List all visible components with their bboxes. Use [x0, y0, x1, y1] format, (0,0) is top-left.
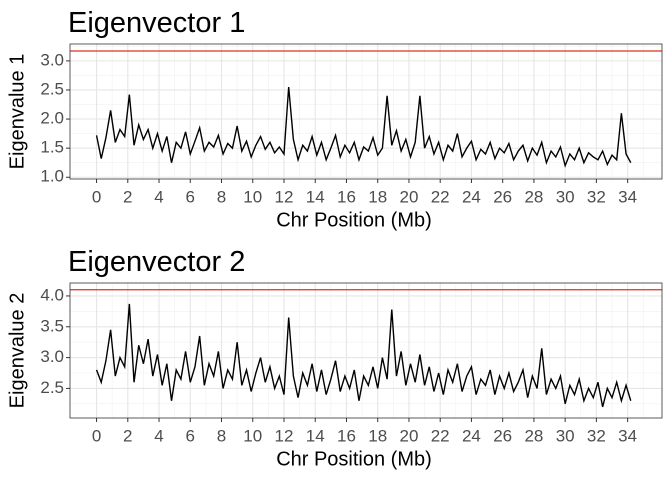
- x-tick-label: 28: [524, 426, 543, 445]
- y-axis-label: Eigenvalue 2: [6, 293, 28, 409]
- x-tick-label: 8: [217, 187, 226, 206]
- x-tick-label: 18: [368, 187, 387, 206]
- x-tick-label: 30: [556, 187, 575, 206]
- panel-border: [69, 282, 663, 419]
- data-line: [95, 86, 632, 168]
- x-tick-label: 6: [186, 426, 195, 445]
- y-tick-label: 1.5: [40, 138, 64, 157]
- panel-border: [69, 43, 663, 180]
- x-tick-label: 0: [92, 187, 101, 206]
- x-tick-label: 34: [618, 187, 637, 206]
- x-tick-label: 10: [243, 187, 262, 206]
- x-tick-label: 28: [524, 187, 543, 206]
- y-tick-label: 3.5: [40, 316, 64, 335]
- x-tick-label: 12: [275, 426, 294, 445]
- x-tick-label: 4: [154, 426, 163, 445]
- x-axis-label: Chr Position (Mb): [276, 209, 432, 231]
- x-tick-label: 6: [186, 187, 195, 206]
- x-tick-label: 14: [306, 426, 325, 445]
- x-tick-label: 14: [306, 187, 325, 206]
- x-tick-label: 2: [123, 426, 132, 445]
- x-tick-label: 20: [399, 187, 418, 206]
- y-axis-label: Eigenvalue 1: [6, 54, 28, 170]
- x-tick-label: 32: [587, 187, 606, 206]
- x-tick-label: 26: [493, 187, 512, 206]
- x-tick-label: 20: [399, 426, 418, 445]
- y-tick-label: 3.0: [40, 347, 64, 366]
- y-tick-label: 3.0: [40, 50, 64, 69]
- x-tick-label: 12: [275, 187, 294, 206]
- y-tick-label: 1.0: [40, 167, 64, 186]
- x-tick-label: 4: [154, 187, 163, 206]
- x-tick-label: 24: [462, 426, 481, 445]
- x-tick-label: 26: [493, 426, 512, 445]
- x-tick-label: 0: [92, 426, 101, 445]
- x-tick-label: 30: [556, 426, 575, 445]
- x-axis-label: Chr Position (Mb): [276, 448, 432, 470]
- x-tick-label: 34: [618, 426, 637, 445]
- chart-title: Eigenvector 1: [68, 7, 245, 39]
- x-tick-label: 22: [431, 187, 450, 206]
- x-tick-label: 10: [243, 426, 262, 445]
- x-tick-label: 16: [337, 187, 356, 206]
- data-line: [95, 303, 632, 408]
- x-tick-label: 22: [431, 426, 450, 445]
- x-tick-label: 18: [368, 426, 387, 445]
- y-tick-label: 2.5: [40, 378, 64, 397]
- x-tick-label: 24: [462, 187, 481, 206]
- x-tick-label: 8: [217, 426, 226, 445]
- x-tick-label: 16: [337, 426, 356, 445]
- chart-title: Eigenvector 2: [68, 246, 245, 278]
- x-tick-label: 2: [123, 187, 132, 206]
- y-tick-label: 4.0: [40, 285, 64, 304]
- x-tick-label: 32: [587, 426, 606, 445]
- y-tick-label: 2.5: [40, 79, 64, 98]
- y-tick-label: 2.0: [40, 109, 64, 128]
